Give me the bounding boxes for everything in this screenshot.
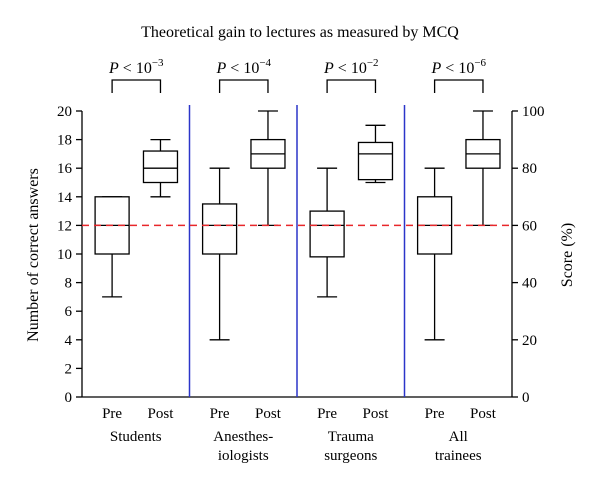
y-tick-label-left: 4 <box>65 333 73 349</box>
p-value-symbol: P <box>431 60 442 77</box>
p-value-text: < 10 <box>119 60 152 77</box>
y-tick-label-right: 60 <box>522 218 537 234</box>
y-axis-label-left: Number of correct answers <box>25 168 42 342</box>
p-value-exponent: −6 <box>474 57 486 69</box>
y-tick-label-left: 6 <box>65 304 73 320</box>
p-value-text: < 10 <box>334 60 367 77</box>
x-tick-label: Pre <box>210 406 230 422</box>
y-tick-label-right: 80 <box>522 161 537 177</box>
x-tick-label: Post <box>255 406 282 422</box>
box-post <box>142 150 179 184</box>
y-tick-label-left: 10 <box>57 247 72 263</box>
y-tick-label-left: 20 <box>57 104 72 120</box>
p-value-symbol: P <box>108 60 119 77</box>
p-value-exponent: −3 <box>152 57 164 69</box>
p-value-label: P < 10−3 <box>108 57 164 77</box>
p-value-exponent: −2 <box>367 57 379 69</box>
x-tick-label: Pre <box>425 406 445 422</box>
x-tick-label: Post <box>363 406 390 422</box>
p-value-label: P < 10−6 <box>431 57 487 77</box>
y-tick-label-right: 0 <box>522 390 530 406</box>
y-tick-label-right: 20 <box>522 333 537 349</box>
y-tick-label-right: 100 <box>522 104 545 120</box>
y-tick-label-left: 12 <box>57 218 72 234</box>
p-value-text: < 10 <box>226 60 259 77</box>
y-tick-label-left: 14 <box>57 190 73 206</box>
group-label: Anesthes- <box>213 429 273 445</box>
significance-bracket <box>111 79 162 93</box>
group-label: Trauma <box>328 429 374 445</box>
y-tick-label-left: 0 <box>65 390 73 406</box>
group-label: surgeons <box>324 448 377 464</box>
group-label: trainees <box>435 448 482 464</box>
x-tick-label: Pre <box>317 406 337 422</box>
significance-bracket <box>433 79 484 93</box>
y-tick-label-right: 40 <box>522 276 537 292</box>
plot-area: 0 2 4 6 8 10 12 14 16 18 20 0 20 40 60 80 100 Pre Post Stud… <box>57 57 545 464</box>
box-post <box>357 141 394 181</box>
p-value-symbol: P <box>216 60 227 77</box>
p-value-exponent: −4 <box>259 57 271 69</box>
y-tick-label-left: 16 <box>57 161 73 177</box>
p-value-text: < 10 <box>441 60 474 77</box>
p-value-label: P < 10−4 <box>216 57 272 77</box>
group-label: Students <box>110 429 162 445</box>
p-value-label: P < 10−2 <box>323 57 379 77</box>
significance-bracket <box>326 79 377 93</box>
y-axis-label-right: Score (%) <box>559 223 576 287</box>
box-pre <box>201 203 238 255</box>
y-tick-label-left: 8 <box>65 276 73 292</box>
y-tick-label-left: 2 <box>65 361 73 377</box>
significance-bracket <box>218 79 269 93</box>
group-label: All <box>449 429 468 445</box>
x-tick-label: Post <box>470 406 497 422</box>
p-value-symbol: P <box>323 60 334 77</box>
chart-title: Theoretical gain to lectures as measured… <box>141 24 459 41</box>
group-label: iologists <box>218 448 269 464</box>
x-tick-label: Pre <box>102 406 122 422</box>
box-pre <box>309 210 345 258</box>
y-tick-label-left: 18 <box>57 133 72 149</box>
x-tick-label: Post <box>148 406 175 422</box>
